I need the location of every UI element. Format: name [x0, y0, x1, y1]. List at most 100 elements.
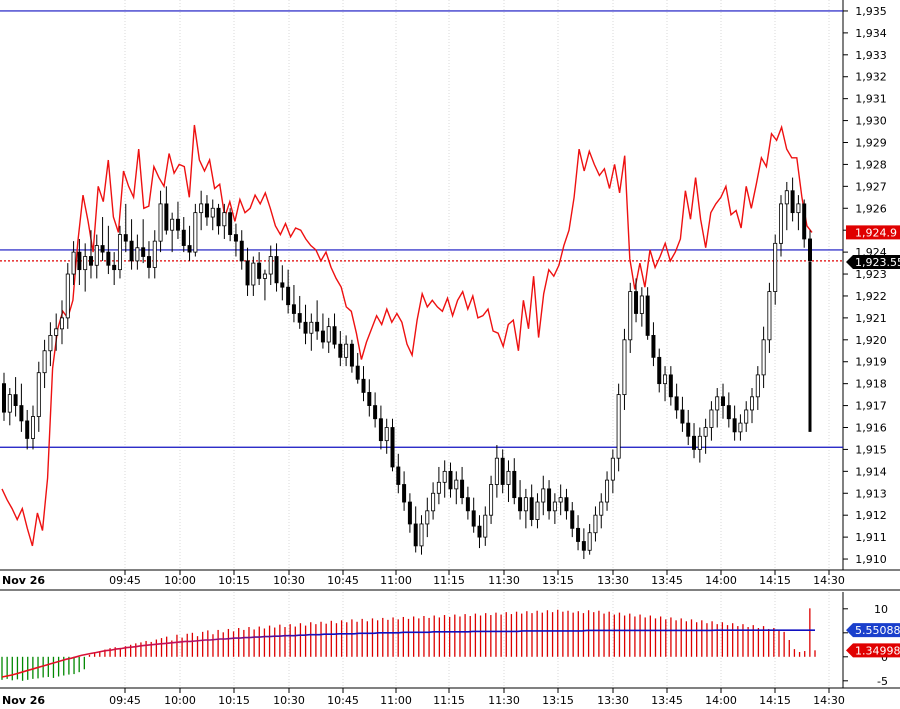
candle-body: [332, 326, 337, 345]
candle-body: [506, 470, 511, 485]
candle-body: [36, 372, 41, 417]
candle-body: [349, 343, 354, 367]
candle-body: [680, 409, 685, 424]
price-y-tick-label: 1,935: [855, 5, 887, 18]
candle: [744, 401, 749, 432]
price-x-tick-label: 14:00: [705, 574, 737, 587]
indicator-x-tick-label: 09:45: [109, 694, 141, 707]
candle-body: [668, 374, 673, 398]
candle-body: [361, 378, 366, 393]
candle-body: [431, 492, 436, 512]
price-y-tick-label: 1,922: [855, 290, 887, 303]
candle: [500, 449, 505, 494]
candle-body: [199, 203, 204, 214]
signal-last-value-badge: 5.55088: [846, 623, 900, 638]
candle: [471, 497, 476, 533]
indicator-x-tick-label: 11:00: [380, 694, 412, 707]
candle-body: [576, 527, 581, 542]
price-y-tick-label: 1,910: [855, 553, 887, 566]
candle-body: [779, 203, 784, 244]
candle: [42, 339, 47, 389]
candle: [384, 418, 389, 454]
candle-body: [83, 256, 88, 271]
candle: [599, 493, 604, 529]
indicator-x-tick-label: 14:15: [759, 694, 791, 707]
candle: [94, 234, 99, 279]
candle-body: [721, 396, 726, 406]
candle: [732, 405, 737, 441]
candle-body: [547, 488, 552, 512]
candle: [784, 181, 789, 231]
candle: [112, 252, 117, 285]
candle: [622, 328, 627, 410]
candle: [407, 493, 412, 533]
candle-body: [59, 317, 64, 330]
candle: [175, 201, 180, 239]
candle: [558, 484, 563, 516]
candle: [564, 488, 569, 520]
price-y-tick-label: 1,929: [855, 137, 887, 150]
candle: [442, 460, 447, 498]
candle-body: [436, 481, 441, 494]
candle-body: [164, 203, 169, 231]
candle: [152, 230, 157, 279]
candle: [216, 203, 221, 235]
candle: [25, 409, 30, 450]
candle-body: [599, 501, 604, 516]
candle-body: [42, 350, 47, 374]
red-line-last-value-badge: 1,924.9: [846, 225, 900, 240]
candle-body: [2, 383, 6, 413]
candle-body: [384, 427, 389, 442]
price-x-tick-label: 13:30: [597, 574, 629, 587]
histogram-last-value-badge: 1.34998: [846, 643, 900, 658]
candle: [761, 326, 766, 389]
indicator-x-tick-label: 13:15: [542, 694, 574, 707]
candle-body: [529, 497, 534, 520]
candle-body: [750, 396, 755, 411]
candle: [529, 484, 534, 527]
candle-body: [216, 207, 221, 227]
candle-body: [657, 356, 662, 385]
candle: [13, 377, 18, 417]
candle-body: [373, 405, 378, 420]
candle: [158, 190, 163, 253]
candle: [239, 230, 244, 270]
price-x-tick-label: 14:30: [813, 574, 845, 587]
candle-body: [465, 497, 470, 512]
candle-body: [303, 321, 308, 334]
candle-body: [94, 245, 99, 266]
candle-body: [30, 416, 35, 439]
indicator-y-tick-label: -5: [877, 675, 888, 688]
candle-body: [425, 510, 430, 525]
indicator-date-label: Nov 26: [2, 694, 45, 707]
candle-body: [802, 203, 807, 240]
candle-body: [251, 262, 256, 286]
last-value-text: 5.55088: [855, 624, 900, 637]
candle: [291, 285, 296, 323]
candle-body: [280, 282, 285, 288]
candle: [523, 488, 528, 529]
candle: [100, 217, 105, 261]
last-value-text: 1,924.9: [855, 226, 897, 239]
candle-body: [88, 256, 93, 266]
candle: [431, 482, 436, 520]
candle-body: [535, 501, 540, 520]
candle-body: [286, 286, 291, 306]
candle: [587, 523, 592, 555]
candle: [796, 195, 801, 231]
candle: [193, 203, 198, 257]
candle-body: [222, 212, 227, 227]
candle-body: [709, 409, 714, 428]
candle: [721, 383, 726, 419]
candle: [7, 388, 12, 426]
candle-body: [315, 321, 320, 332]
candle-body: [65, 273, 70, 319]
candle: [117, 225, 122, 279]
candle: [361, 366, 366, 402]
candle: [663, 366, 668, 402]
indicator-x-tick-label: 10:15: [218, 694, 250, 707]
last-value-text: 1,923.55: [855, 256, 900, 269]
price-y-tick-label: 1,923: [855, 268, 887, 281]
candle-body: [622, 339, 627, 396]
candle-body: [141, 247, 146, 257]
